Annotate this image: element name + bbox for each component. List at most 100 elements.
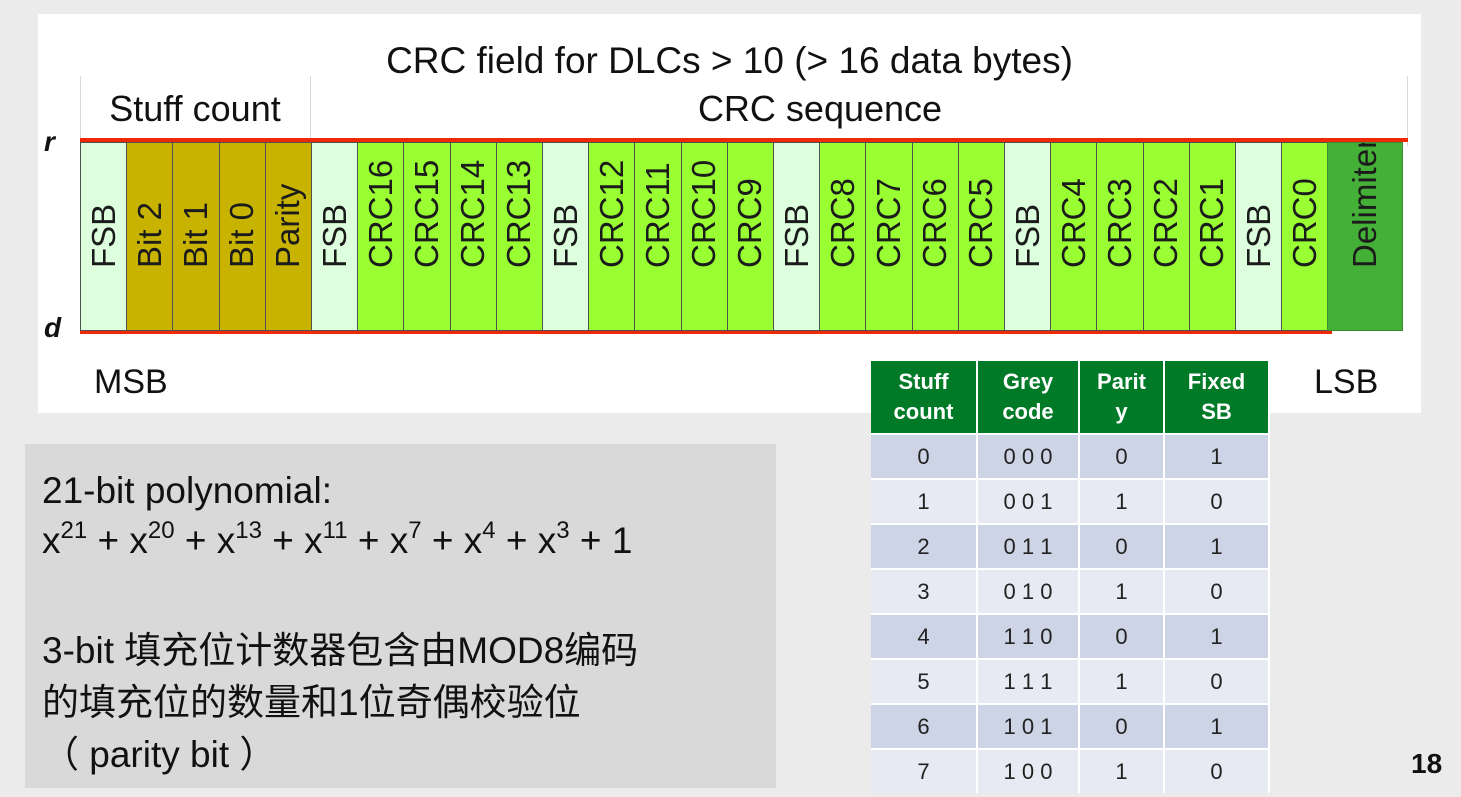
plus-sign: + [174,520,217,561]
table-cell: 0 [1164,658,1270,704]
term-base: x [304,520,323,561]
bit-cell-stuff: Bit 0 [218,142,266,331]
bit-cell-crc: CRC2 [1142,142,1190,331]
bit-cell-label: CRC7 [869,178,907,268]
bit-cell-crc: CRC5 [957,142,1005,331]
table-cell: 1 1 0 [977,613,1080,659]
term-exponent: 11 [322,517,348,544]
bit-cell-label: CRC3 [1100,178,1138,268]
header-text: Parit [1097,369,1146,394]
table-cell: 1 0 1 [977,703,1080,749]
bit-cell-crc: CRC8 [819,142,867,331]
parity-bit-note: （ parity bit ） [42,734,277,775]
table-cell: 0 1 1 [977,523,1080,569]
bit-cell-crc: CRC0 [1281,142,1329,331]
term-exponent: 13 [235,517,262,544]
table-cell: 1 [1164,613,1270,659]
crc-sequence-label: CRC sequence [697,88,943,129]
bit-cell-stuff: Parity [264,142,312,331]
table-cell: 0 [871,433,978,479]
table-cell: 5 [871,658,978,704]
header-text: Fixed [1187,369,1246,394]
bit-cell-label: FSB [315,203,353,268]
table-cell: 1 [871,478,978,524]
table-cell: 0 [1079,613,1165,659]
header-text: y [1115,399,1128,424]
bit-cell-stuff: Bit 2 [126,142,174,331]
group-separator [310,76,311,146]
bit-cell-crc: CRC15 [403,142,451,331]
crc-field-diagram: CRC field for DLCs > 10 (> 16 data bytes… [38,14,1421,413]
bit-cell-label: CRC12 [592,159,630,268]
bit-cell-crc: CRC14 [449,142,497,331]
table-cell: 0 [1164,478,1270,524]
table-cell: 1 [1164,433,1270,479]
bit-cell-fsb: FSB [311,142,359,331]
table-cell: 0 [1079,703,1165,749]
table-cell: 1 [1164,703,1270,749]
table-cell: 0 [1164,748,1270,793]
bit-cell-label: CRC16 [361,159,399,268]
term-exponent: 3 [556,517,570,544]
table-cell: 1 [1079,748,1165,793]
bit-cell-label: FSB [1008,203,1046,268]
term-base: x [463,520,483,561]
table-cell: 0 [1079,433,1165,479]
polynomial-heading: 21-bit polynomial: [42,470,332,511]
plus-sign: + [261,520,305,561]
bit-cell-crc: CRC6 [911,142,959,331]
recessive-rail [80,138,1408,142]
bit-cell-crc: CRC4 [1050,142,1098,331]
bit-cell-label: FSB [777,203,815,268]
term-exponent: 21 [60,517,88,544]
bit-cell-label: CRC14 [454,159,492,268]
bit-cell-fsb: FSB [1235,142,1283,331]
table-cell: 4 [871,613,978,659]
bit-cell-label: CRC5 [962,178,1000,268]
page-number: 18 [1411,748,1443,779]
bit-cell-crc: CRC16 [357,142,405,331]
term-base: x [42,520,61,561]
bit-cell-stuff: Bit 1 [172,142,220,331]
bit-cell-label: CRC9 [731,178,769,268]
table-header-cell: Stuff count [871,361,978,434]
bit-cell-label: Bit 0 [223,201,261,268]
bit-cell-label: Delimiter [1346,142,1384,268]
bit-cell-fsb: FSB [80,142,128,331]
polynomial-expression: x21 + x20 + x13 + x11 + x7 + x4 + x3 + 1 [42,517,632,562]
table-cell: 1 [1079,658,1165,704]
term-base: x [129,520,148,561]
bit-cell-label: FSB [546,203,584,268]
term-base: x [389,520,409,561]
table-cell: 2 [871,523,978,569]
bit-cell-label: FSB [1239,203,1277,268]
diagram-title: CRC field for DLCs > 10 (> 16 data bytes… [386,40,1073,81]
bit-cell-label: CRC15 [407,159,445,268]
table-cell: 3 [871,568,978,614]
bit-cell-crc: CRC3 [1096,142,1144,331]
header-text: SB [1201,399,1232,424]
table-header-cell: Parit y [1079,361,1165,434]
bit-cell-crc: CRC7 [865,142,913,331]
bit-cell-label: FSB [84,203,122,268]
table-cell: 6 [871,703,978,749]
bit-cell-label: CRC10 [685,159,723,268]
lsb-label: LSB [1314,363,1379,401]
bit-cell-label: CRC6 [916,178,954,268]
bit-cell-fsb: FSB [542,142,590,331]
header-text: Stuff [898,369,949,394]
bit-cell-crc: CRC13 [495,142,543,331]
bit-cell-crc: CRC12 [588,142,636,331]
bit-cell-delimiter: Delimiter [1327,142,1404,331]
header-text: count [893,399,954,424]
table-cell: 1 0 0 [977,748,1080,793]
table-cell: 0 0 1 [977,478,1080,524]
term-exponent: 7 [408,517,422,544]
table-header-cell: Grey code [977,361,1080,434]
bit-cell-crc: CRC11 [634,142,682,331]
